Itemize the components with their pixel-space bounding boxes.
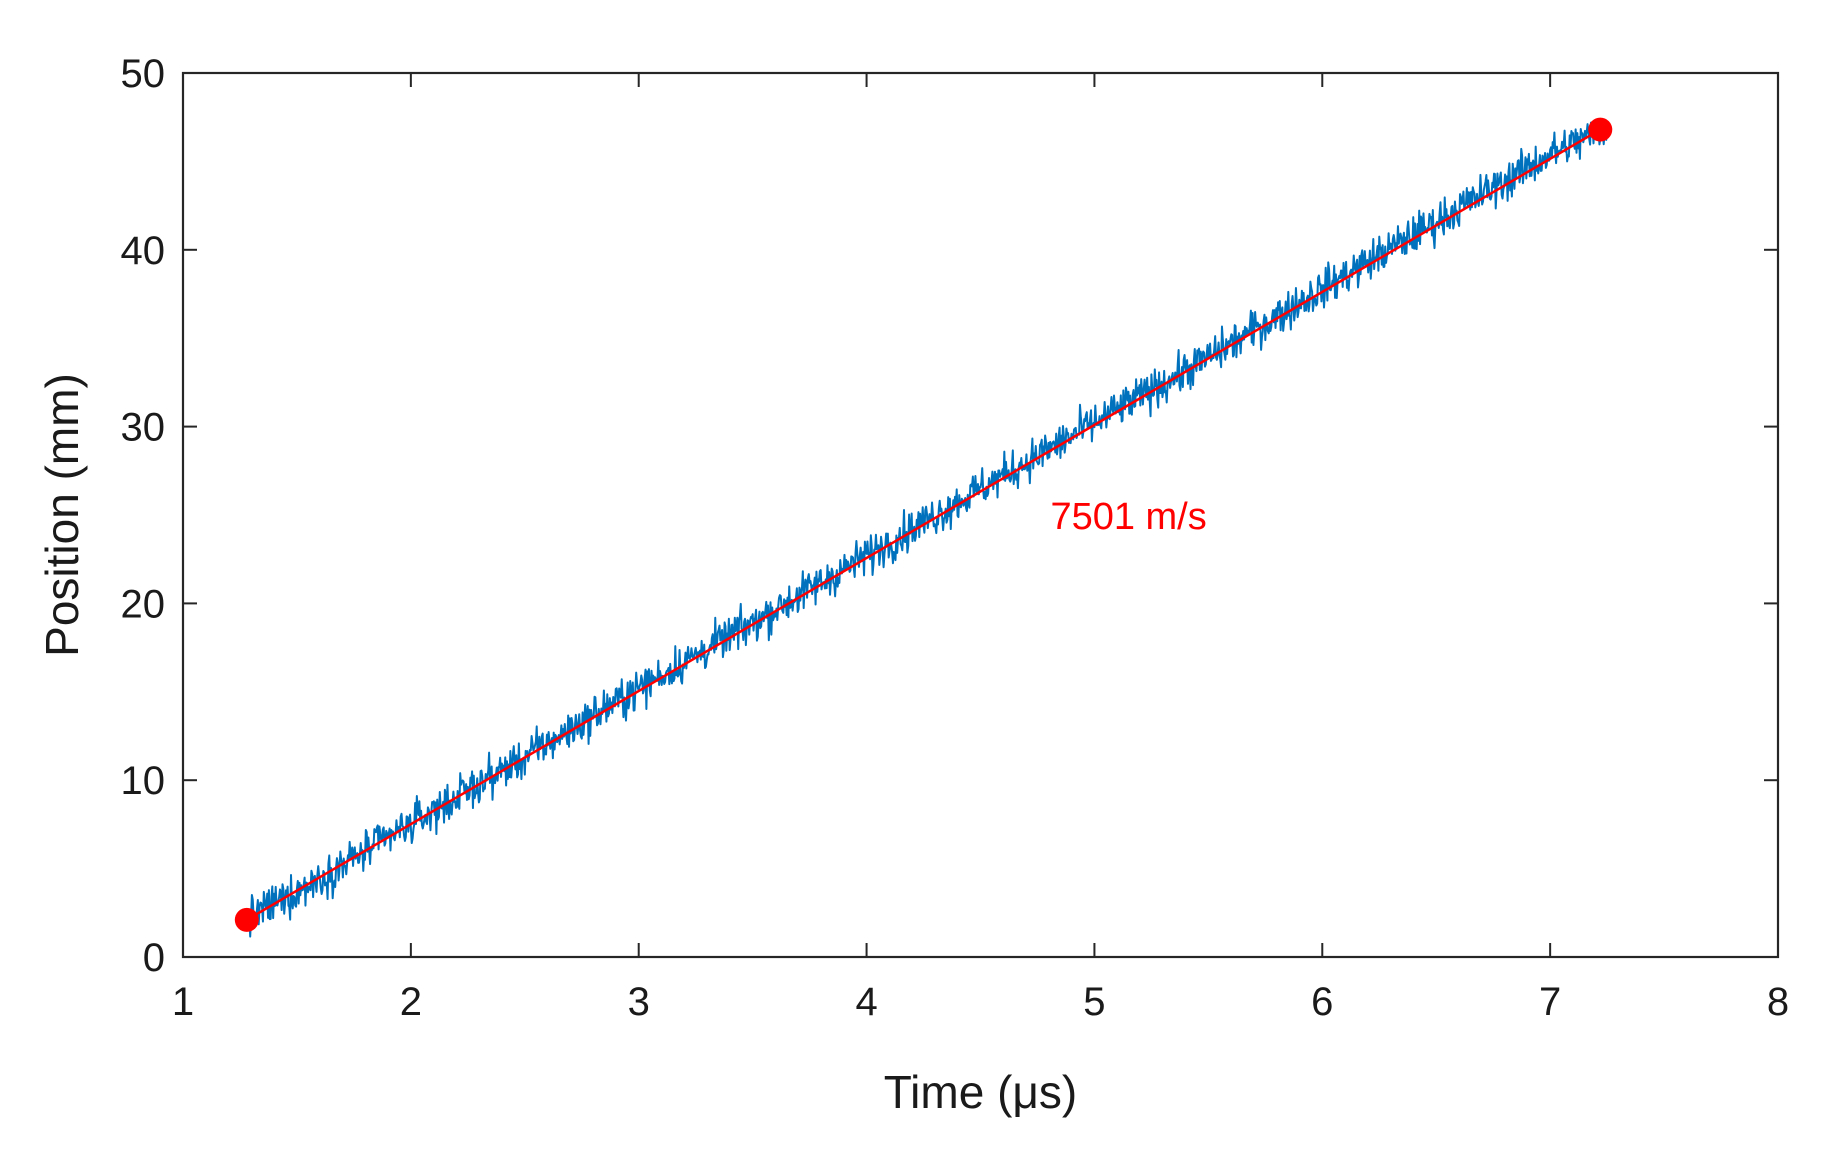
x-tick-label: 1: [172, 980, 194, 1024]
tick-labels: 1 2 3 4 5 6 7 8 0 10 20 30 40 50: [121, 52, 1790, 1024]
x-tick-label: 5: [1083, 980, 1105, 1024]
plot-area: [234, 117, 1613, 938]
y-tick-label: 50: [121, 52, 166, 96]
fit-line: [246, 128, 1601, 921]
x-tick-label: 4: [855, 980, 877, 1024]
x-tick-label: 6: [1311, 980, 1333, 1024]
x-axis-title: Time (μs): [884, 1066, 1077, 1118]
y-tick-label: 30: [121, 406, 166, 450]
y-tick-label: 40: [121, 229, 166, 273]
fit-start-marker: [234, 907, 259, 932]
y-axis-title: Position (mm): [36, 373, 88, 657]
fit-end-marker: [1588, 117, 1613, 142]
y-tick-label: 0: [143, 936, 165, 980]
velocity-annotation: 7501 m/s: [1050, 496, 1206, 538]
x-tick-label: 7: [1539, 980, 1561, 1024]
x-tick-label: 3: [628, 980, 650, 1024]
plot-frame: [181, 71, 1780, 959]
x-tick-label: 2: [400, 980, 422, 1024]
x-tick-label: 8: [1767, 980, 1789, 1024]
y-tick-label: 20: [121, 582, 166, 626]
y-tick-label: 10: [121, 759, 166, 803]
